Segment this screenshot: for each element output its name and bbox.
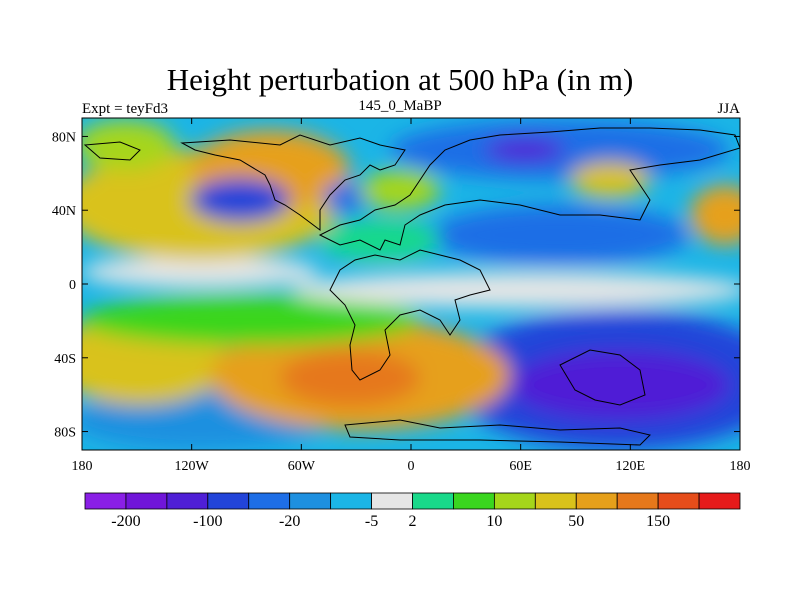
- coastline-greenland: [83, 141, 141, 161]
- colorbar-label: -20: [279, 513, 300, 530]
- coastline-eurasia: [318, 127, 740, 251]
- negative-region-northpacific: [190, 178, 290, 222]
- experiment-label: Expt = teyFd3: [82, 101, 168, 117]
- colorbar-label: -5: [365, 513, 378, 530]
- chart-title: Height perturbation at 500 hPa (in m): [166, 62, 634, 97]
- negative-core-south: [510, 350, 730, 420]
- negative-core-arctic: [485, 138, 565, 162]
- x-tick-label: 60E: [509, 459, 532, 474]
- colorbar-swatch: [534, 492, 577, 510]
- axis-ticks: 180 120W 60W 0 60E 120E 180 80N 40N 0 40S 80S: [52, 118, 751, 474]
- coastline-southamerica-africa: [329, 249, 491, 381]
- y-tick-label: 0: [69, 278, 76, 293]
- x-tick-label: 180: [730, 459, 751, 474]
- colorbar-swatch: [166, 492, 209, 510]
- colorbar-swatch: [330, 492, 372, 510]
- colorbar-swatch: [698, 492, 741, 510]
- x-tick-label: 180: [72, 459, 93, 474]
- y-tick-label: 40S: [54, 352, 76, 367]
- positive-core-southatlantic: [280, 350, 420, 406]
- coastline-antarctica: [344, 419, 651, 446]
- contour-field: [82, 118, 740, 450]
- colorbar-label: 2: [409, 513, 417, 530]
- colorbar-label: -200: [111, 513, 140, 530]
- colorbar-swatch: [616, 492, 659, 510]
- y-tick-label: 80N: [52, 130, 76, 145]
- colorbar-swatch: [84, 492, 127, 510]
- colorbar: -200 -100 -20 -5 2 10 50 150: [84, 492, 741, 530]
- y-tick-label: 40N: [52, 204, 76, 219]
- colorbar-swatch: [248, 492, 291, 510]
- x-tick-label: 120W: [175, 459, 210, 474]
- period-label: 145_0_MaBP: [358, 98, 442, 114]
- positive-region-europe: [360, 170, 440, 210]
- neutral-band-equator-west: [82, 256, 320, 288]
- positive-region-siberia: [570, 162, 650, 198]
- negative-region-asia: [430, 205, 690, 265]
- coastline-australia: [559, 349, 646, 406]
- colorbar-swatch: [657, 492, 700, 510]
- neutral-band-equator: [290, 272, 740, 308]
- colorbar-swatch: [453, 492, 495, 510]
- colorbar-label: 10: [486, 513, 502, 530]
- colorbar-swatch: [289, 492, 332, 510]
- positive-band-south: [82, 295, 420, 345]
- colorbar-label: -100: [193, 513, 222, 530]
- coastlines: [83, 127, 740, 446]
- colorbar-label: 50: [568, 513, 584, 530]
- season-label: JJA: [717, 101, 740, 117]
- positive-weak-africa: [320, 220, 440, 260]
- colorbar-swatch: [412, 492, 454, 510]
- negative-region-northamerica: [323, 182, 367, 214]
- colorbar-swatch: [575, 492, 618, 510]
- colorbar-swatch: [125, 492, 168, 510]
- x-tick-label: 120E: [616, 459, 646, 474]
- colorbar-swatch: [371, 492, 413, 510]
- field-blobs: [82, 120, 740, 450]
- colorbar-swatch: [207, 492, 250, 510]
- coastline-northamerica: [180, 134, 406, 231]
- colorbar-label: 150: [646, 513, 670, 530]
- x-tick-label: 60W: [288, 459, 316, 474]
- positive-region-eastedge: [690, 185, 740, 245]
- colorbar-swatch: [493, 492, 536, 510]
- y-tick-label: 80S: [54, 426, 76, 441]
- x-tick-label: 0: [408, 459, 415, 474]
